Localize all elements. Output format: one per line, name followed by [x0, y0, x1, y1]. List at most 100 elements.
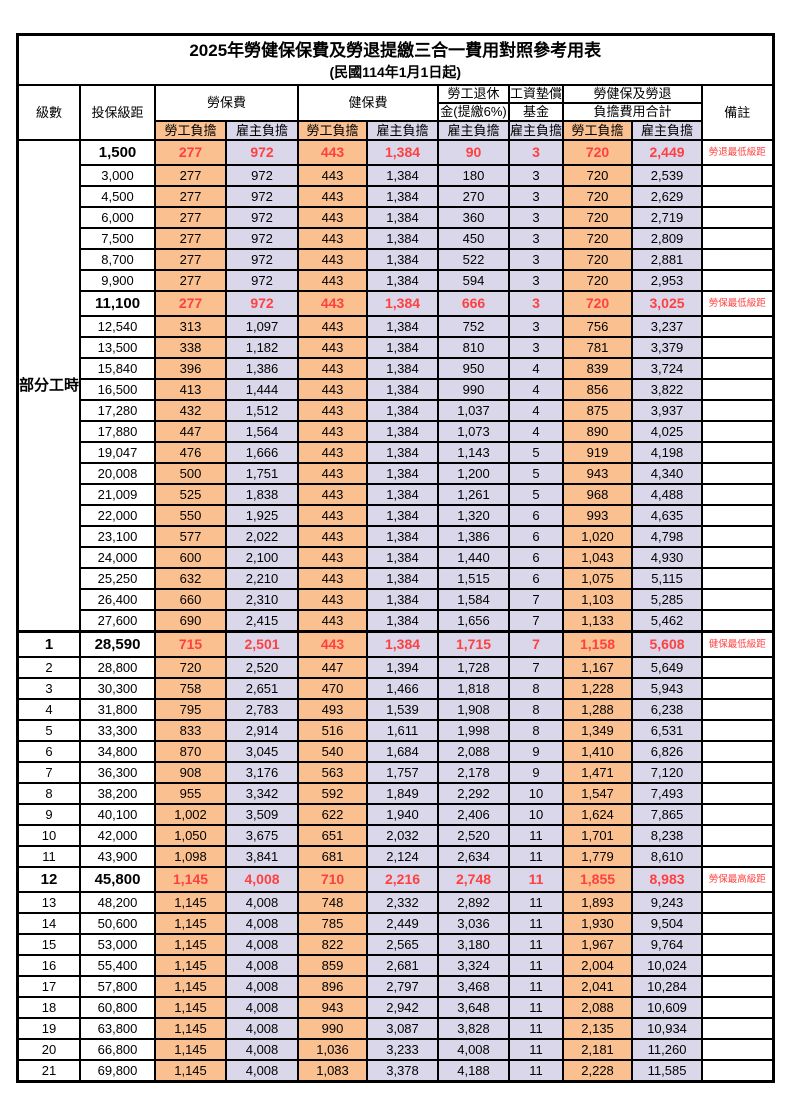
- labor-employer-cell: 2,100: [225, 546, 300, 569]
- remark-cell: [701, 954, 775, 977]
- labor-employer-cell: 1,444: [225, 378, 300, 401]
- remark-cell: [701, 185, 775, 208]
- health-employee-cell: 443: [297, 588, 369, 611]
- subheader-labor-employee: 勞工負擔: [154, 120, 228, 141]
- total-employee-cell: 1,855: [562, 866, 634, 893]
- health-employer-cell: 2,332: [366, 891, 440, 914]
- total-employer-cell: 7,493: [631, 782, 704, 805]
- labor-employee-cell: 690: [154, 609, 228, 633]
- subheader-health-employer: 雇主負擔: [366, 120, 440, 141]
- table-row: 16,500 413 1,444 443 1,384 990 4 856 3,822: [18, 378, 775, 401]
- health-employer-cell: 1,384: [366, 269, 440, 292]
- table-row: 22,000 550 1,925 443 1,384 1,320 6 993 4,635: [18, 504, 775, 527]
- health-employer-cell: 1,849: [366, 782, 440, 805]
- labor-employer-cell: 972: [225, 227, 300, 250]
- total-employer-cell: 7,865: [631, 803, 704, 826]
- labor-employer-cell: 1,182: [225, 336, 300, 359]
- level-cell: 11: [16, 845, 82, 868]
- total-employee-cell: 1,288: [562, 698, 634, 721]
- pension-employer-cell: 1,818: [437, 677, 511, 700]
- labor-employer-cell: 2,210: [225, 567, 300, 590]
- total-employee-cell: 1,779: [562, 845, 634, 868]
- wage-fund-employer-cell: 11: [508, 891, 565, 914]
- table-row: 13,500 338 1,182 443 1,384 810 3 781 3,379: [18, 336, 775, 359]
- total-employee-cell: 1,547: [562, 782, 634, 805]
- total-employer-cell: 10,024: [631, 954, 704, 977]
- remark-cell: [701, 656, 775, 679]
- total-employee-cell: 1,967: [562, 933, 634, 956]
- bracket-cell: 23,100: [79, 525, 157, 548]
- col-header-wage-fund-line2: 基金: [508, 102, 565, 122]
- labor-employee-cell: 577: [154, 525, 228, 548]
- health-employee-cell: 443: [297, 483, 369, 506]
- remark-cell: 勞保最低級距: [701, 290, 775, 317]
- labor-employee-cell: 870: [154, 740, 228, 763]
- total-employee-cell: 1,133: [562, 609, 634, 633]
- wage-fund-employer-cell: 3: [508, 185, 565, 208]
- total-employee-cell: 781: [562, 336, 634, 359]
- pension-employer-cell: 1,261: [437, 483, 511, 506]
- health-employer-cell: 1,384: [366, 206, 440, 229]
- table-row: 20,008 500 1,751 443 1,384 1,200 5 943 4,340: [18, 462, 775, 485]
- table-row: 10 42,000 1,050 3,675 651 2,032 2,520 11 1,701 8,…: [16, 824, 775, 847]
- remark-cell: [701, 164, 775, 187]
- wage-fund-employer-cell: 8: [508, 698, 565, 721]
- health-employee-cell: 443: [297, 164, 369, 187]
- labor-employee-cell: 277: [154, 185, 228, 208]
- bracket-cell: 43,900: [79, 845, 157, 868]
- health-employee-cell: 447: [297, 656, 369, 679]
- labor-employer-cell: 2,415: [225, 609, 300, 633]
- table-row: 7 36,300 908 3,176 563 1,757 2,178 9 1,471 7,120: [16, 761, 775, 784]
- wage-fund-employer-cell: 3: [508, 269, 565, 292]
- pension-employer-cell: 3,648: [437, 996, 511, 1019]
- health-employer-cell: 1,384: [366, 420, 440, 443]
- total-employee-cell: 2,135: [562, 1017, 634, 1040]
- total-employer-cell: 9,243: [631, 891, 704, 914]
- level-cell-part-time: 部分工時: [16, 139, 82, 633]
- total-employer-cell: 8,610: [631, 845, 704, 868]
- pension-employer-cell: 4,188: [437, 1059, 511, 1083]
- remark-cell: 勞退最低級距: [701, 139, 775, 166]
- table-row: 7,500 277 972 443 1,384 450 3 720 2,809: [18, 227, 775, 250]
- labor-employer-cell: 4,008: [225, 975, 300, 998]
- labor-employee-cell: 1,145: [154, 954, 228, 977]
- pension-employer-cell: 1,200: [437, 462, 511, 485]
- table-row: 24,000 600 2,100 443 1,384 1,440 6 1,043 4,930: [18, 546, 775, 569]
- labor-employer-cell: 4,008: [225, 1038, 300, 1061]
- health-employee-cell: 681: [297, 845, 369, 868]
- table-row: 17,880 447 1,564 443 1,384 1,073 4 890 4,025: [18, 420, 775, 443]
- labor-employer-cell: 4,008: [225, 954, 300, 977]
- health-employer-cell: 1,384: [366, 290, 440, 317]
- total-employer-cell: 2,539: [631, 164, 704, 187]
- table-body: 部分工時 1,500 277 972 443 1,384 90 3 720 2,449 勞退最低級距…: [16, 139, 775, 1083]
- health-employee-cell: 896: [297, 975, 369, 998]
- total-employer-cell: 10,609: [631, 996, 704, 1019]
- level-cell: 2: [16, 656, 82, 679]
- health-employee-cell: 443: [297, 139, 369, 166]
- total-employer-cell: 4,798: [631, 525, 704, 548]
- wage-fund-employer-cell: 11: [508, 912, 565, 935]
- labor-employer-cell: 4,008: [225, 996, 300, 1019]
- labor-employer-cell: 3,342: [225, 782, 300, 805]
- page-subtitle: (民國114年1月1日起): [329, 63, 461, 80]
- health-employer-cell: 1,384: [366, 441, 440, 464]
- labor-employee-cell: 758: [154, 677, 228, 700]
- health-employer-cell: 1,384: [366, 462, 440, 485]
- labor-employer-cell: 1,512: [225, 399, 300, 422]
- health-employer-cell: 1,466: [366, 677, 440, 700]
- subheader-total-employee: 勞工負擔: [562, 120, 634, 141]
- wage-fund-employer-cell: 4: [508, 357, 565, 380]
- pension-employer-cell: 666: [437, 290, 511, 317]
- health-employee-cell: 443: [297, 290, 369, 317]
- labor-employer-cell: 1,097: [225, 315, 300, 338]
- wage-fund-employer-cell: 11: [508, 845, 565, 868]
- table-row: 21,009 525 1,838 443 1,384 1,261 5 968 4,488: [18, 483, 775, 506]
- level-cell: 10: [16, 824, 82, 847]
- labor-employee-cell: 660: [154, 588, 228, 611]
- remark-cell: [701, 504, 775, 527]
- labor-employer-cell: 3,841: [225, 845, 300, 868]
- table-row: 11,100 277 972 443 1,384 666 3 720 3,025 勞保最低級距: [18, 290, 775, 317]
- level-cell: 15: [16, 933, 82, 956]
- bracket-cell: 16,500: [79, 378, 157, 401]
- bracket-cell: 21,009: [79, 483, 157, 506]
